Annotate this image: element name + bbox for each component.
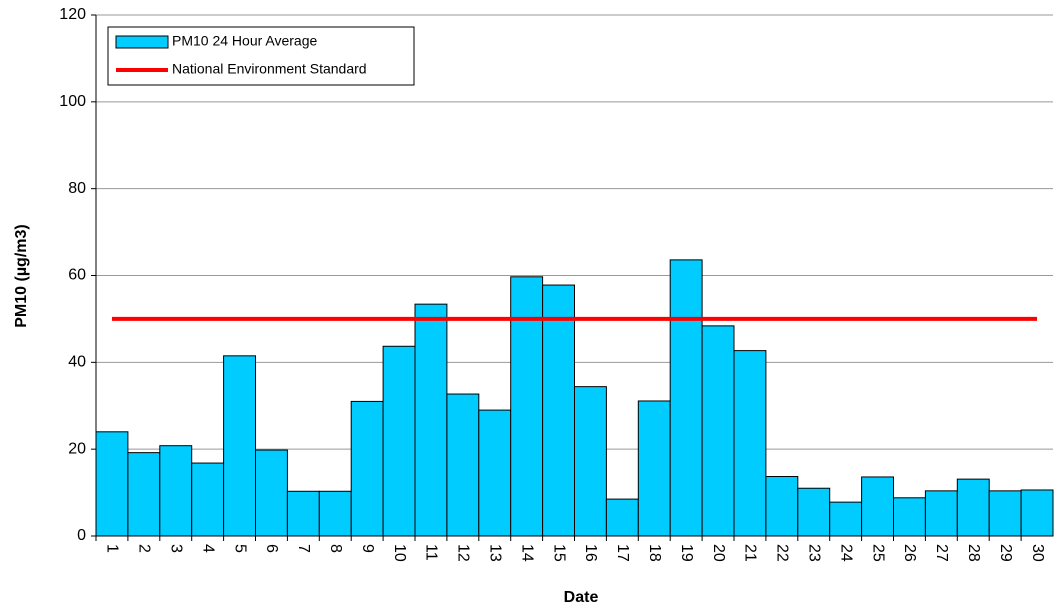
y-tick-label: 0 — [77, 527, 86, 544]
x-tick-label: 10 — [391, 544, 408, 562]
x-tick-label: 2 — [136, 544, 153, 553]
bar — [223, 355, 257, 537]
x-tick-label: 23 — [806, 544, 823, 562]
x-tick-label: 3 — [168, 544, 185, 553]
bar — [382, 345, 416, 537]
y-tick-label: 40 — [68, 354, 86, 371]
bar — [924, 490, 958, 537]
x-tick-label: 17 — [614, 544, 631, 562]
bar — [988, 490, 1022, 537]
bar — [797, 487, 831, 537]
bar — [542, 284, 575, 537]
y-tick-label: 120 — [59, 6, 86, 23]
bar — [574, 386, 607, 537]
bar — [701, 325, 735, 537]
bar — [414, 303, 448, 537]
bar — [765, 476, 799, 537]
x-tick-label: 25 — [869, 544, 886, 562]
bar — [669, 259, 703, 537]
x-tick-label: 28 — [965, 544, 982, 562]
bar — [191, 462, 225, 537]
bar — [956, 478, 990, 537]
bar — [286, 490, 320, 537]
bar — [733, 350, 767, 537]
x-tick-label: 13 — [487, 544, 504, 562]
x-tick-label: 1 — [104, 544, 121, 553]
y-tick-label: 80 — [68, 180, 86, 197]
legend-label: PM10 24 Hour Average — [172, 33, 317, 49]
bar — [318, 490, 352, 537]
x-tick-label: 20 — [710, 544, 727, 562]
y-tick-label: 20 — [68, 440, 86, 457]
x-tick-label: 7 — [295, 544, 312, 553]
x-tick-label: 24 — [837, 544, 854, 562]
x-tick-label: 30 — [1029, 544, 1046, 562]
bar — [127, 452, 161, 537]
bar — [829, 501, 863, 537]
bar — [478, 409, 512, 537]
x-tick-label: 6 — [263, 544, 280, 553]
x-tick-label: 15 — [550, 544, 567, 562]
bar — [255, 449, 288, 537]
bar — [95, 431, 129, 537]
legend-label: National Environment Standard — [172, 61, 367, 77]
bar — [861, 476, 894, 537]
x-tick-label: 22 — [774, 544, 791, 562]
bar — [350, 400, 384, 537]
x-axis-label: Date — [564, 589, 599, 606]
bar — [510, 276, 544, 537]
x-tick-label: 16 — [582, 544, 599, 562]
bar — [637, 400, 671, 537]
bar — [605, 498, 639, 537]
x-tick-label: 26 — [901, 544, 918, 562]
x-tick-label: 4 — [199, 544, 216, 553]
x-tick-label: 21 — [742, 544, 759, 562]
y-tick-label: 100 — [59, 93, 86, 110]
x-tick-label: 5 — [231, 544, 248, 553]
bar — [159, 445, 193, 537]
x-tick-label: 8 — [327, 544, 344, 553]
y-tick-label: 60 — [68, 267, 86, 284]
x-tick-label: 12 — [455, 544, 472, 562]
x-tick-label: 27 — [933, 544, 950, 562]
bar — [893, 497, 926, 537]
x-tick-label: 18 — [646, 544, 663, 562]
x-tick-label: 29 — [997, 544, 1014, 562]
bar — [1020, 489, 1054, 537]
legend-swatch — [115, 35, 169, 49]
bar — [446, 393, 480, 537]
x-tick-label: 9 — [359, 544, 376, 553]
x-tick-label: 14 — [518, 544, 535, 562]
x-tick-label: 11 — [423, 544, 440, 561]
x-tick-label: 19 — [678, 544, 695, 562]
y-axis-label: PM10 (µg/m3) — [13, 224, 30, 327]
